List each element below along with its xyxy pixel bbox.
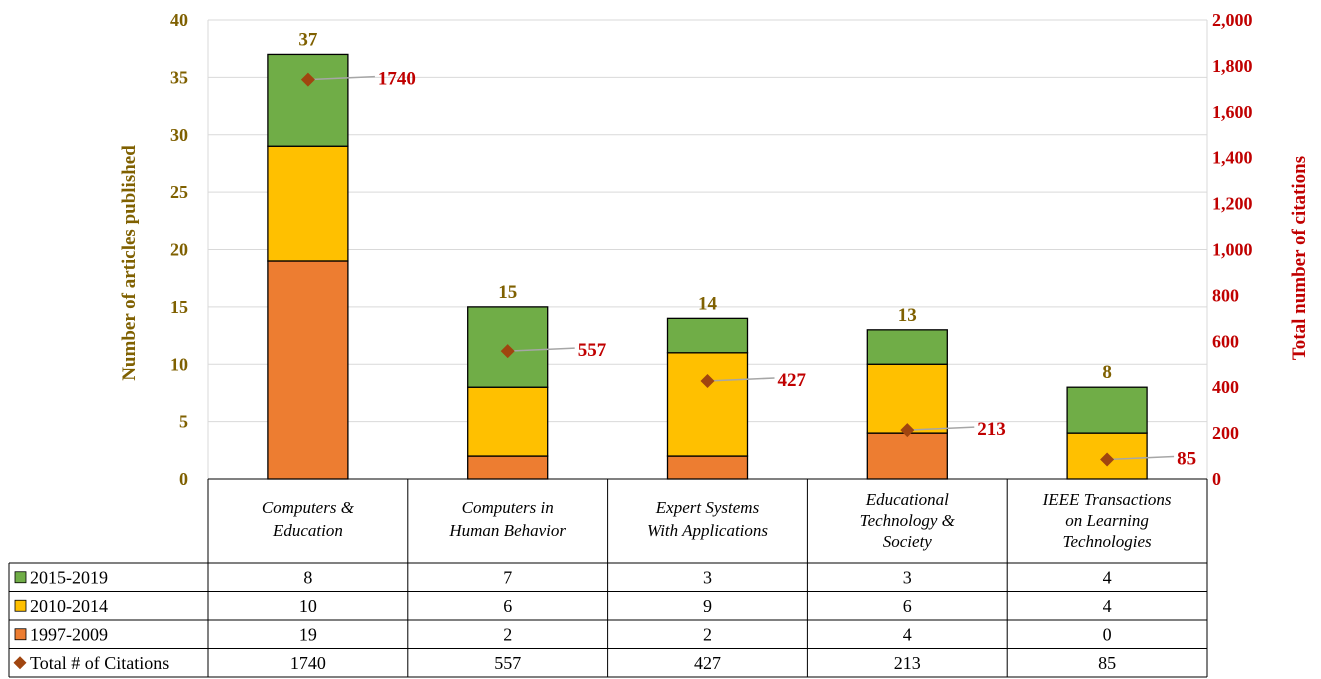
table-cell: 7 [503, 567, 512, 587]
citation-labels: 1740 557 427 213 85 [378, 69, 1196, 470]
table-row-label: Total # of Citations [30, 653, 169, 673]
right-tick-label: 800 [1212, 285, 1239, 305]
legend-diamond [13, 656, 27, 670]
table-cell: 85 [1098, 653, 1116, 673]
citation-marker [1100, 452, 1115, 467]
category-label: IEEE Transactions on Learning Technologies [1042, 490, 1172, 551]
right-tick-label: 1,800 [1212, 56, 1253, 76]
left-tick-label: 0 [179, 469, 188, 489]
left-tick-label: 40 [170, 10, 188, 30]
citation-leader-line [707, 377, 775, 382]
citation-leader-line [507, 347, 575, 352]
bar-segment-2010-2014 [467, 386, 549, 457]
bar-segment-2015-2019 [866, 329, 948, 365]
table-cell: 3 [903, 567, 912, 587]
legend-swatch-2015-2019 [14, 571, 27, 584]
right-tick-label: 2,000 [1212, 10, 1253, 30]
bar-segment-2010-2014 [866, 363, 948, 434]
legend-swatch-1997-2009 [14, 628, 27, 641]
bar-segment-1997-2009 [267, 260, 349, 480]
table-cell: 557 [494, 653, 521, 673]
citation-label: 427 [778, 370, 807, 391]
citation-label: 557 [578, 340, 607, 361]
bar-segment-2010-2014 [666, 352, 749, 457]
right-tick-label: 400 [1212, 377, 1239, 397]
right-tick-label: 0 [1212, 469, 1221, 489]
table-cell: 2 [503, 624, 512, 644]
table-cell: 19 [299, 624, 317, 644]
table-cell: 8 [303, 567, 312, 587]
citation-leader-line [307, 75, 375, 81]
bar-segment-2015-2019 [267, 53, 349, 147]
bar-total-label: 15 [498, 282, 517, 303]
table-cell: 6 [903, 596, 912, 616]
citation-marker [700, 374, 715, 389]
left-tick-label: 10 [170, 354, 188, 374]
bar-total-label: 14 [698, 293, 718, 314]
bar-total-labels: 37 15 14 13 8 [298, 29, 1111, 383]
bar-segment-1997-2009 [866, 432, 948, 480]
stacked-bars [267, 53, 1148, 480]
citation-label: 85 [1177, 448, 1196, 469]
bar-segment-1997-2009 [467, 455, 549, 480]
category-label: Expert Systems With Applications [647, 498, 768, 540]
table-cell: 9 [703, 596, 712, 616]
right-tick-label: 1,200 [1212, 194, 1253, 214]
right-tick-label: 1,600 [1212, 102, 1253, 122]
citation-marker [500, 344, 515, 359]
right-tick-label: 1,000 [1212, 240, 1253, 260]
left-tick-label: 25 [170, 182, 188, 202]
right-axis-ticks: 0 200 400 600 800 1,000 1,200 1,400 1,600 1,800 2,… [1212, 10, 1253, 489]
table-row-label: 2015-2019 [30, 567, 108, 587]
left-tick-label: 35 [170, 67, 188, 87]
bar-total-label: 37 [298, 29, 318, 50]
citation-marker [900, 423, 915, 438]
category-label: Computers & Education [262, 498, 355, 540]
left-axis-title: Number of articles published [119, 145, 140, 381]
table-cell: 4 [1103, 596, 1112, 616]
right-axis-title: Total number of citations [1289, 156, 1310, 360]
data-table: Computers & Education Computers in Human Be… [8, 478, 1208, 678]
category-label: Computers in Human Behavior [448, 498, 566, 540]
table-cell: 6 [503, 596, 512, 616]
table-row-label: 1997-2009 [30, 624, 108, 644]
table-cell: 3 [703, 567, 712, 587]
table-row-label: 2010-2014 [30, 596, 108, 616]
citation-label: 213 [977, 419, 1006, 440]
table-cell: 1740 [290, 653, 326, 673]
table-cell: 0 [1103, 624, 1112, 644]
left-tick-label: 5 [179, 412, 188, 432]
table-cell: 2 [703, 624, 712, 644]
left-tick-label: 15 [170, 297, 188, 317]
table-cell: 10 [299, 596, 317, 616]
citation-marker [300, 72, 315, 87]
bar-segment-2010-2014 [267, 145, 349, 262]
category-label: Educational Technology & Society [860, 490, 956, 551]
table-cell: 4 [1103, 567, 1112, 587]
bar-total-label: 8 [1102, 362, 1112, 383]
left-tick-label: 20 [170, 240, 188, 260]
left-tick-label: 30 [170, 125, 188, 145]
citation-leader-line [1107, 455, 1175, 461]
table-cell: 427 [694, 653, 721, 673]
bar-segment-2015-2019 [1066, 386, 1148, 434]
bar-segment-2015-2019 [666, 317, 749, 354]
table-cell: 213 [894, 653, 921, 673]
citation-leader-line [907, 426, 975, 431]
citation-label: 1740 [378, 69, 416, 90]
legend-swatch-2010-2014 [14, 599, 27, 612]
left-axis-ticks: 0 5 10 15 20 25 30 35 40 [170, 10, 188, 489]
table-cell: 4 [903, 624, 912, 644]
bar-total-label: 13 [898, 305, 917, 326]
citation-markers [300, 72, 1115, 467]
bar-segment-1997-2009 [666, 455, 749, 480]
right-tick-label: 200 [1212, 423, 1239, 443]
right-tick-label: 1,400 [1212, 148, 1253, 168]
right-tick-label: 600 [1212, 331, 1239, 351]
citation-leader-lines [307, 75, 1175, 461]
